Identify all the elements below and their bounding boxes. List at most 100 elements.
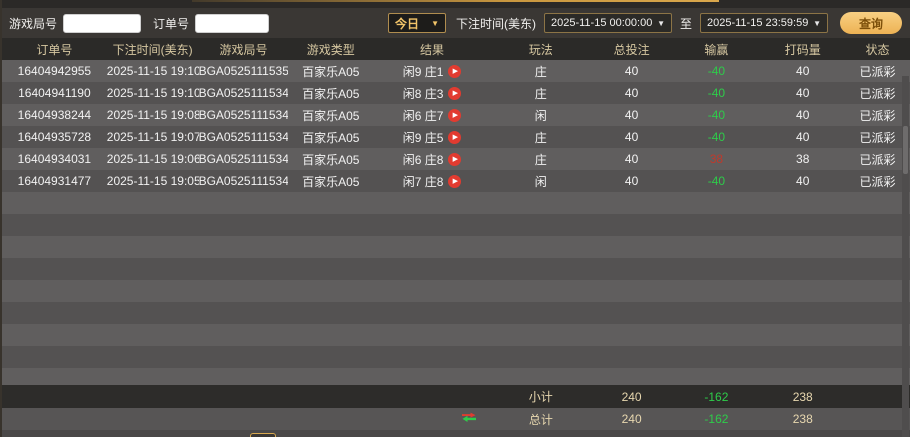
cell-turnover: 40 (796, 130, 810, 144)
vertical-scrollbar[interactable] (902, 76, 909, 437)
to-label: 至 (679, 16, 692, 31)
cell-result: 闲6 庄8 ▶ (373, 151, 491, 168)
table-row[interactable]: 16404935728 2025-11-15 19:07 BGA05251115… (2, 126, 910, 148)
pagination-button-partial[interactable] (250, 433, 276, 437)
cell-bet-time: 2025-11-15 19:10 (106, 86, 199, 100)
cell-win-loss: -40 (707, 64, 726, 78)
cell-total-bet: 40 (624, 174, 639, 188)
replay-icon[interactable]: ▶ (448, 86, 462, 100)
cell-game-type: 百家乐A05 (302, 152, 360, 167)
cell-result: 闲6 庄7 ▶ (373, 107, 491, 124)
table-row[interactable]: 16404942955 2025-11-15 19:10 BGA05251115… (2, 60, 910, 82)
cell-round-no: BGA05251115350 (198, 64, 289, 78)
active-tab-underline (192, 0, 719, 2)
cell-total-bet: 40 (624, 130, 639, 144)
cell-turnover: 38 (796, 152, 810, 166)
cell-win-loss: -40 (707, 130, 726, 144)
cell-bet-time: 2025-11-15 19:08 (106, 108, 199, 122)
total-total-bet: 240 (621, 412, 642, 426)
refresh-swap-icon[interactable] (461, 412, 477, 426)
header-bet-time: 下注时间(美东) (112, 42, 193, 57)
cell-order-no: 16404942955 (17, 64, 92, 78)
cell-bet-time: 2025-11-15 19:10 (106, 64, 199, 78)
end-time-dropdown[interactable]: 2025-11-15 23:59:59 ▼ (700, 13, 828, 33)
total-win-loss: -162 (704, 412, 729, 426)
top-strip (2, 0, 910, 8)
game-round-input[interactable] (63, 13, 142, 33)
filter-bar: 游戏局号 订单号 今日 ▼ 下注时间(美东) 2025-11-15 00:00:… (2, 8, 910, 38)
cell-result: 闲7 庄8 ▶ (373, 173, 491, 190)
replay-icon[interactable]: ▶ (448, 108, 462, 122)
cell-status: 已派彩 (859, 64, 896, 79)
cell-total-bet: 40 (624, 108, 639, 122)
table-row[interactable]: 16404931477 2025-11-15 19:05 BGA05251115… (2, 170, 910, 192)
subtotal-row: 小计 240 -162 238 (2, 385, 910, 408)
cell-game-type: 百家乐A05 (302, 64, 360, 79)
header-result: 结果 (420, 42, 445, 57)
table-row[interactable]: 16404941190 2025-11-15 19:10 BGA05251115… (2, 82, 910, 104)
subtotal-turnover: 238 (792, 389, 813, 404)
cell-result: 闲8 庄3 ▶ (373, 85, 491, 102)
replay-icon[interactable]: ▶ (448, 64, 462, 78)
table-row[interactable]: 16404938244 2025-11-15 19:08 BGA05251115… (2, 104, 910, 126)
cell-play: 庄 (534, 64, 547, 79)
cell-play: 庄 (534, 152, 547, 167)
cell-round-no: BGA0525111534B (198, 174, 289, 188)
chevron-down-icon: ▼ (813, 18, 821, 28)
start-time-dropdown[interactable]: 2025-11-15 00:00:00 ▼ (543, 13, 672, 33)
replay-icon[interactable]: ▶ (448, 130, 462, 144)
cell-round-no: BGA0525111534F (198, 86, 289, 100)
total-row: 总计 240 -162 238 (2, 408, 910, 430)
cell-result: 闲9 庄5 ▶ (373, 129, 491, 146)
total-label: 总计 (528, 412, 553, 427)
cell-win-loss: -40 (707, 86, 726, 100)
header-play: 玩法 (528, 42, 553, 57)
cell-game-type: 百家乐A05 (302, 108, 360, 123)
cell-status: 已派彩 (859, 86, 896, 101)
cell-total-bet: 40 (624, 86, 639, 100)
cell-play: 庄 (534, 130, 547, 145)
cell-refresh (373, 412, 491, 426)
search-button[interactable]: 查询 (840, 12, 902, 34)
replay-icon[interactable]: ▶ (448, 152, 462, 166)
records-table: 订单号 下注时间(美东) 游戏局号 游戏类型 结果 玩法 总投注 输赢 打码量 … (2, 38, 910, 437)
cell-status: 已派彩 (859, 108, 896, 123)
header-status: 状态 (865, 42, 890, 57)
cell-bet-time: 2025-11-15 19:05 (106, 174, 199, 188)
replay-icon[interactable]: ▶ (448, 174, 462, 188)
bottom-strip (2, 430, 910, 437)
header-turnover: 打码量 (784, 42, 821, 57)
period-dropdown[interactable]: 今日 ▼ (387, 13, 446, 33)
total-turnover: 238 (792, 412, 813, 426)
result-text: 闲8 庄3 (402, 86, 444, 101)
period-dropdown-value: 今日 (394, 16, 419, 31)
empty-rows-area (2, 192, 910, 385)
table-header-row: 订单号 下注时间(美东) 游戏局号 游戏类型 结果 玩法 总投注 输赢 打码量 … (2, 38, 910, 60)
chevron-down-icon: ▼ (657, 18, 665, 28)
cell-status: 已派彩 (859, 152, 896, 167)
cell-order-no: 16404931477 (17, 174, 92, 188)
cell-game-type: 百家乐A05 (302, 86, 360, 101)
result-text: 闲9 庄1 (402, 64, 444, 79)
cell-order-no: 16404935728 (17, 130, 92, 144)
header-round-no: 游戏局号 (219, 42, 268, 57)
result-text: 闲9 庄5 (402, 130, 444, 145)
subtotal-total-bet: 240 (621, 389, 642, 404)
order-no-input[interactable] (195, 13, 270, 33)
cell-turnover: 40 (796, 86, 810, 100)
cell-status: 已派彩 (859, 174, 896, 189)
header-total-bet: 总投注 (613, 42, 650, 57)
result-text: 闲7 庄8 (402, 174, 444, 189)
header-order-no: 订单号 (36, 42, 73, 57)
game-round-label: 游戏局号 (9, 16, 58, 31)
end-time-value: 2025-11-15 23:59:59 (707, 17, 809, 29)
chevron-down-icon: ▼ (431, 18, 439, 28)
cell-total-bet: 40 (624, 64, 639, 78)
cell-play: 闲 (534, 108, 547, 123)
cell-round-no: BGA0525111534D (198, 130, 289, 144)
cell-play: 闲 (534, 174, 547, 189)
scrollbar-thumb[interactable] (903, 126, 908, 174)
cell-win-loss: 38 (709, 152, 724, 166)
table-row[interactable]: 16404934031 2025-11-15 19:06 BGA05251115… (2, 148, 910, 170)
